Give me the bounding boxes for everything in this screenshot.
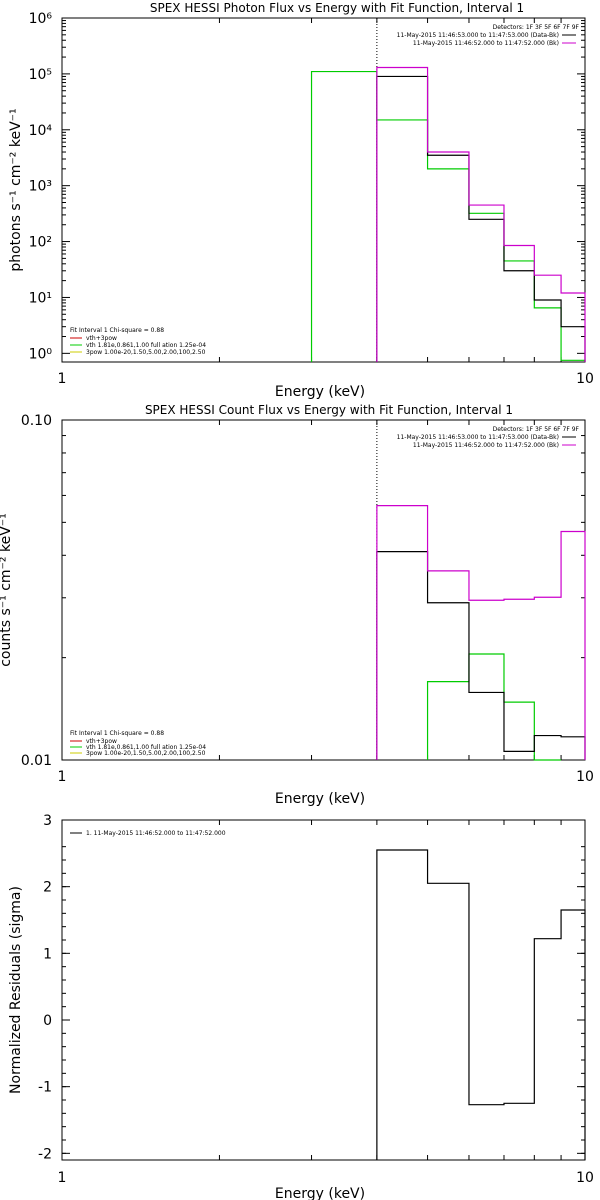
x-tick-label-1: 1 [58,1170,67,1186]
x-axis-label: Energy (keV) [275,791,365,807]
y-tick-label-0.01: 0.01 [21,753,52,769]
y-tick-label: 1 [43,946,52,962]
series-step-line-0 [376,849,586,1160]
y-tick-label: 10⁶ [29,11,53,27]
panel-photon-flux: SPEX HESSI Photon Flux vs Energy with Fi… [8,1,594,400]
residual-legend: 1. 11-May-2015 11:46:52.000 to 11:47:52.… [70,830,226,837]
x-axis-label: Energy (keV) [275,1186,365,1200]
header-line-bk: 11-May-2015 11:46:52.000 to 11:47:52.000… [413,442,559,449]
detectors-label: Detectors: 1F 3F 5F 6F 7F 9F [493,24,580,31]
legend-item-2: 3pow 1.00e-20,1.50,5.00,2.00,100,2.50 [86,750,206,757]
y-tick-label: -1 [38,1080,52,1096]
x-axis [61,18,586,362]
y-tick-label: 10³ [29,179,52,195]
series-step-line-0 [310,70,586,362]
legend-item-1: vth 1.81e,0.861,1.00 full ation 1.25e-04 [86,342,206,349]
plot-frame [61,419,586,761]
legend-title: Fit Interval 1 Chi-square = 0.88 [70,327,164,334]
series-group [310,66,586,362]
y-tick-label: 2 [43,880,52,896]
header-line-data-bk: 11-May-2015 11:46:53.000 to 11:47:53.000… [397,32,559,39]
y-axis-label: counts s⁻¹ cm⁻² keV⁻¹ [0,513,14,667]
y-tick-label: 10⁵ [29,67,52,83]
header-info: Detectors: 1F 3F 5F 6F 7F 9F 11-May-2015… [397,426,580,449]
plot-frame [61,17,586,363]
series-step-line-1 [376,551,586,760]
y-axis [62,819,585,1154]
fit-legend: Fit Interval 1 Chi-square = 0.88 vth+3po… [70,730,206,757]
panel-count-flux: SPEX HESSI Count Flux vs Energy with Fit… [0,403,594,807]
series-group [376,505,586,761]
plot-frame [61,819,586,1161]
y-tick-label: 10¹ [29,290,52,306]
x-tick-label-1: 1 [58,371,67,387]
chart-title: SPEX HESSI Count Flux vs Energy with Fit… [145,403,513,417]
y-tick-labels: 10⁰ 10¹ 10² 10³ 10⁴ 10⁵ 10⁶ [29,11,53,362]
y-tick-labels: -2 -1 0 1 2 3 [38,813,52,1162]
series-step-line-1 [376,75,586,362]
y-tick-label: 10² [29,235,52,251]
y-tick-label-0.10: 0.10 [21,413,52,429]
fit-legend: Fit Interval 1 Chi-square = 0.88 vth+3po… [70,327,206,356]
y-axis [62,419,585,761]
y-tick-label: 0 [43,1013,52,1029]
panel-residuals: -2 -1 0 1 2 3 1 10 Energy (keV) Normalized Re… [8,813,594,1200]
x-tick-label-10: 10 [576,769,594,785]
series-step-line-2 [376,66,586,362]
legend-item-0: vth+3pow [86,335,117,342]
legend-item-2: 3pow 1.00e-20,1.50,5.00,2.00,100,2.50 [86,349,206,356]
series-step-line-2 [376,505,586,760]
legend-title: Fit Interval 1 Chi-square = 0.88 [70,730,164,737]
x-axis [61,820,586,1160]
x-axis-label: Energy (keV) [275,384,365,400]
series-group [376,849,586,1160]
legend-item-0: 1. 11-May-2015 11:46:52.000 to 11:47:52.… [86,830,226,837]
y-tick-label: 10⁰ [29,346,53,362]
legend-item-0: vth+3pow [86,738,117,745]
detectors-label: Detectors: 1F 3F 5F 6F 7F 9F [493,426,580,433]
y-tick-label: 3 [43,813,52,829]
y-tick-label: -2 [38,1146,52,1162]
header-info: Detectors: 1F 3F 5F 6F 7F 9F 11-May-2015… [397,24,580,47]
y-axis-label: Normalized Residuals (sigma) [8,886,24,1094]
x-axis [61,420,586,760]
header-line-data-bk: 11-May-2015 11:46:53.000 to 11:47:53.000… [397,434,559,441]
header-line-bk: 11-May-2015 11:46:52.000 to 11:47:52.000… [413,40,559,47]
x-tick-label-10: 10 [576,1170,594,1186]
legend-item-1: vth 1.81e,0.861,1.00 full ation 1.25e-04 [86,744,206,751]
y-tick-label: 10⁴ [29,123,53,139]
y-axis [62,17,585,354]
y-axis-label: photons s⁻¹ cm⁻² keV⁻¹ [8,108,24,271]
x-tick-label-1: 1 [58,769,67,785]
series-step-line-0 [426,653,562,761]
chart-title: SPEX HESSI Photon Flux vs Energy with Fi… [150,1,524,15]
x-tick-label-10: 10 [576,371,594,387]
